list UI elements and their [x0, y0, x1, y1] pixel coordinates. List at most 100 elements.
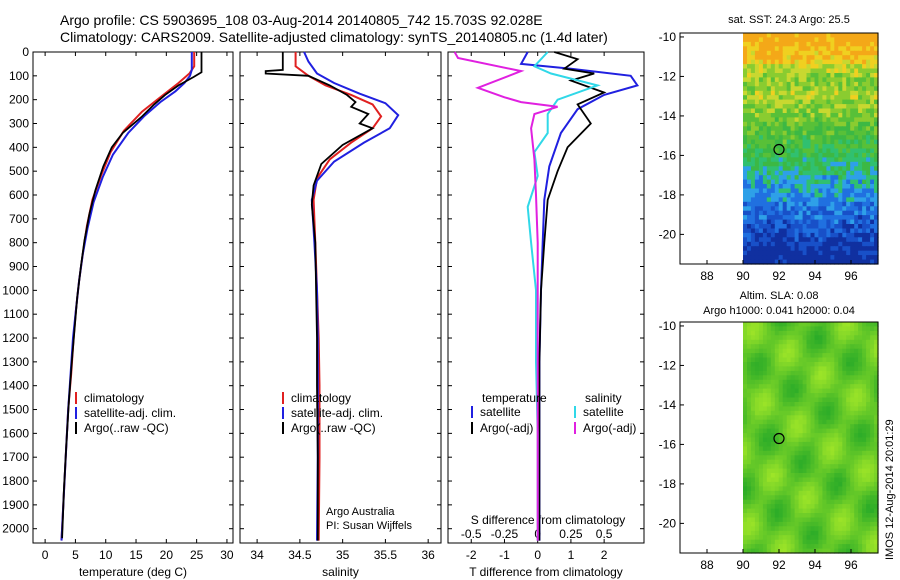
sst-map-cell — [874, 64, 879, 70]
sla-map-cell — [838, 495, 843, 501]
sst-map-cell — [806, 206, 812, 212]
sla-map-cell — [798, 486, 804, 492]
sla-map-cell — [774, 517, 780, 523]
sla-map-cell — [850, 433, 855, 439]
sst-map-cell — [826, 246, 831, 252]
sla-map-cell — [850, 521, 855, 527]
sst-map-cell — [806, 108, 812, 114]
sst-map-cell — [762, 215, 768, 221]
sla-map-cell — [766, 375, 772, 381]
sst-map-cell — [874, 144, 879, 150]
sla-map-cell — [798, 477, 804, 483]
sst-map-cell — [798, 246, 804, 252]
sst-map-cell — [806, 255, 812, 261]
sla-map-cell — [782, 464, 788, 470]
sst-map-cell — [806, 197, 812, 203]
sst-map-cell — [826, 86, 831, 92]
temperature-series-1 — [60, 52, 193, 541]
sst-map-cell — [866, 166, 871, 172]
sla-map-cell — [802, 406, 808, 412]
sla-map-cell — [747, 490, 752, 496]
sla-map-cell — [842, 526, 847, 532]
sla-map-cell — [870, 513, 875, 518]
sla-map-cell — [786, 402, 792, 407]
sla-map-cell — [810, 521, 816, 527]
sla-map-cell — [818, 441, 823, 447]
sst-map-cell — [830, 179, 835, 185]
sst-map-cell — [798, 219, 804, 225]
sla-map-cell — [790, 539, 796, 545]
sst-map-cell — [858, 259, 863, 265]
sla-map-cell — [786, 322, 792, 327]
sst-map-cell — [870, 90, 875, 96]
sst-map-cell — [747, 64, 752, 70]
sst-map-cell — [862, 33, 867, 38]
sla-map-cell — [758, 348, 764, 354]
sla-map-cell — [834, 362, 839, 367]
sla-map-cell — [846, 526, 851, 532]
sla-map-cell — [786, 326, 792, 332]
sla-map-cell — [806, 481, 812, 487]
sla-map-cell — [766, 477, 772, 483]
sst-map-cell — [798, 37, 804, 43]
sst-map-cell — [774, 130, 780, 136]
sla-map-cell — [778, 521, 784, 527]
sst-map-cell — [790, 59, 796, 65]
sla-map-cell — [850, 490, 855, 496]
sst-map-cell — [743, 86, 748, 92]
sst-map-cell — [802, 81, 808, 87]
sst-map-cell — [806, 46, 812, 52]
sla-map-cell — [778, 393, 784, 399]
sst-map-cell — [782, 59, 788, 65]
sst-map-cell — [822, 50, 827, 56]
sst-map-cell — [747, 68, 752, 74]
sst-map-cell — [794, 179, 800, 185]
sst-map-cell — [838, 121, 843, 127]
sla-map-cell — [838, 330, 843, 336]
sst-map-cell — [774, 95, 780, 101]
sst-map-cell — [790, 255, 796, 261]
sst-map-cell — [754, 135, 760, 141]
sla-map-cell — [870, 468, 875, 474]
sla-map-cell — [794, 370, 800, 376]
sst-map-cell — [838, 175, 843, 181]
sla-map-cell — [866, 521, 871, 527]
sla-map-cell — [758, 508, 764, 514]
sla-map-cell — [870, 455, 875, 461]
sla-map-cell — [747, 388, 752, 394]
sla-map-cell — [834, 322, 839, 327]
sla-map-cell — [774, 508, 780, 514]
sst-map-cell — [743, 121, 748, 127]
sst-map-cell — [866, 104, 871, 110]
sla-map-cell — [870, 481, 875, 487]
sla-map-cell — [818, 513, 823, 518]
sla-map-cell — [766, 539, 772, 545]
sst-map-cell — [854, 197, 859, 203]
sst-map-cell — [778, 161, 784, 167]
difference-xtick2-label: -0.25 — [491, 527, 519, 541]
sla-map-cell — [794, 393, 800, 399]
sla-map-cell — [814, 530, 820, 536]
sst-map-cell — [858, 126, 863, 132]
temperature-ytick-label: 1700 — [2, 450, 29, 464]
sst-map-cell — [806, 117, 812, 123]
sla-map-cell — [754, 441, 760, 447]
sst-map-cell — [826, 55, 831, 61]
sla-map-cell — [774, 388, 780, 394]
sst-map-cell — [743, 73, 748, 78]
sla-map-cell — [762, 424, 768, 430]
sla-map-cell — [814, 366, 820, 372]
sla-map-cell — [846, 406, 851, 412]
sst-map-cell — [834, 201, 839, 207]
sst-map-cell — [762, 99, 768, 105]
sst-map-cell — [838, 86, 843, 92]
sla-map-cell — [854, 335, 859, 341]
sla-map-cell — [754, 362, 760, 367]
sst-map-cell — [754, 64, 760, 70]
sla-map-cell — [786, 486, 792, 492]
sst-map-cell — [770, 104, 776, 110]
sst-map-cell — [762, 224, 768, 229]
sst-map-cell — [822, 166, 827, 172]
sst-map-cell — [794, 126, 800, 132]
sla-map-cell — [858, 508, 863, 514]
